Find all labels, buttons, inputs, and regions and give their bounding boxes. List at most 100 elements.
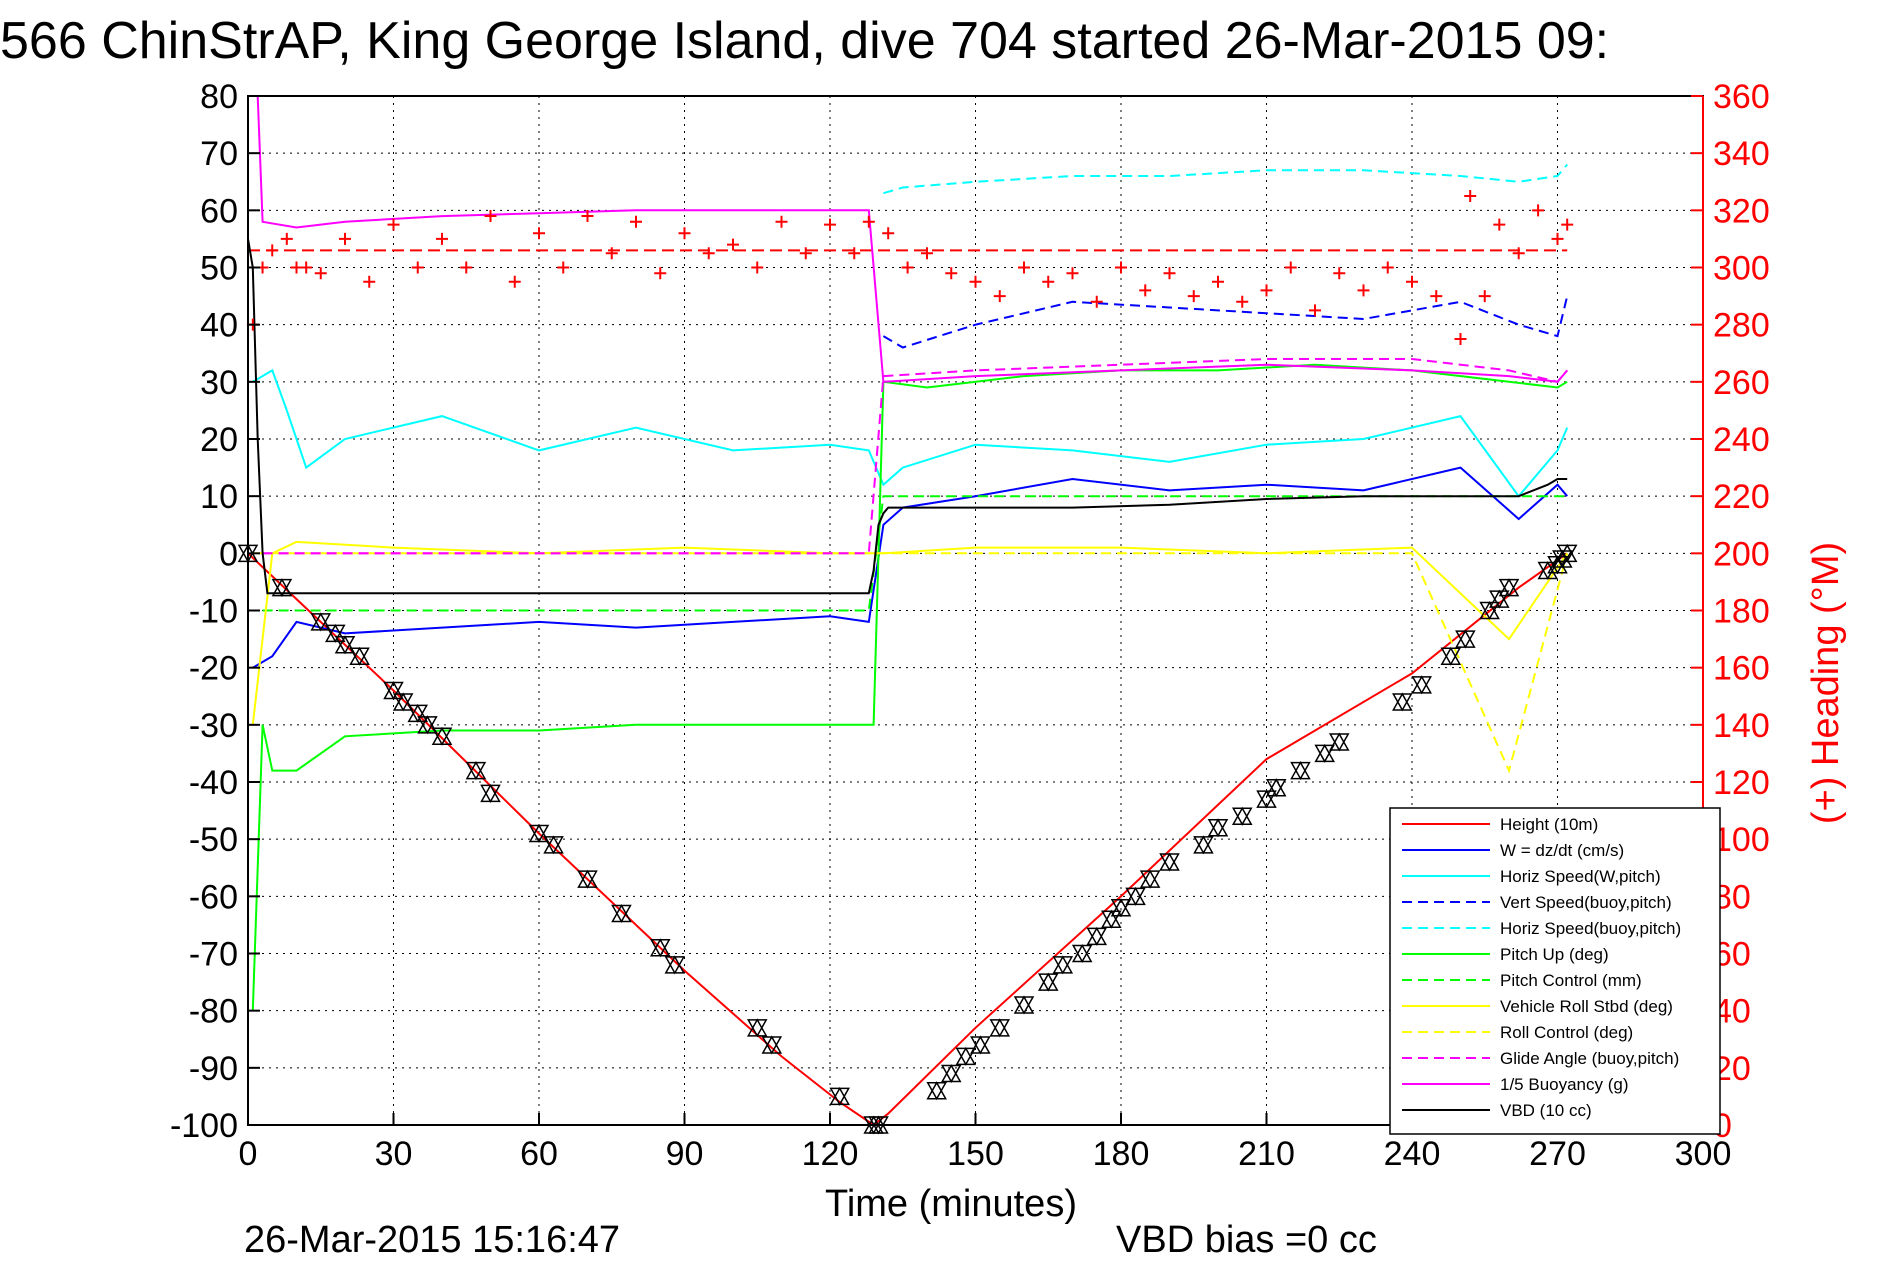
heading-point: [921, 247, 933, 260]
position-marker: [417, 715, 438, 735]
position-marker: [664, 955, 686, 975]
heading-point: [1139, 284, 1152, 297]
series-line-8: [252, 552, 1569, 774]
left-tick-label: 30: [200, 364, 238, 402]
chart-title: 566 ChinStrAP, King George Island, dive …: [0, 12, 1609, 70]
heading-point: [1260, 284, 1273, 297]
heading-point: [1561, 218, 1574, 231]
position-marker: [349, 646, 370, 666]
position-marker: [465, 761, 487, 781]
left-tick-label: -80: [189, 993, 238, 1031]
x-tick-label: 60: [520, 1135, 558, 1173]
right-tick-label: 300: [1713, 250, 1770, 288]
heading-point: [460, 261, 473, 274]
heading-point: [1333, 267, 1346, 280]
heading-point: [1090, 295, 1103, 308]
heading-point: [1115, 261, 1127, 274]
legend-label: VBD (10 cc): [1500, 1101, 1592, 1120]
heading-point: [533, 227, 545, 240]
series-line-10: [252, 95, 1568, 383]
heading-point: [901, 261, 914, 274]
heading-point: [1236, 295, 1249, 308]
position-marker: [1207, 818, 1229, 838]
heading-point: [1042, 275, 1055, 288]
position-marker: [1125, 886, 1146, 906]
heading-point: [508, 275, 521, 288]
legend-label: Roll Control (deg): [1500, 1023, 1633, 1042]
right-tick-label: 340: [1713, 135, 1770, 173]
heading-point: [605, 247, 618, 260]
x-tick-label: 150: [947, 1135, 1004, 1173]
legend: Height (10m) W = dz/dt (cm/s) Horiz Speed(…: [1389, 807, 1721, 1135]
heading-point: [1406, 275, 1418, 288]
position-marker: [325, 623, 346, 643]
right-tick-label: 160: [1713, 650, 1770, 688]
heading-point: [1551, 232, 1564, 245]
heading-point: [280, 232, 293, 245]
position-marker: [955, 1046, 977, 1066]
heading-point: [581, 210, 594, 223]
position-marker: [829, 1086, 850, 1106]
heading-point: [1066, 267, 1079, 280]
heading-point: [1284, 261, 1297, 274]
heading-point: [1381, 261, 1394, 274]
legend-label: Vehicle Roll Stbd (deg): [1500, 997, 1673, 1016]
left-tick-label: -10: [189, 593, 238, 631]
position-marker: [1110, 898, 1132, 918]
heading-point: [300, 261, 313, 274]
heading-point: [1163, 267, 1176, 280]
heading-point: [1309, 304, 1321, 317]
position-marker: [528, 823, 550, 843]
position-marker: [1556, 543, 1578, 563]
heading-point: [1478, 290, 1491, 303]
right-axis-label: (+) Heading (°M): [1805, 542, 1847, 824]
series-line-9: [262, 358, 1568, 555]
legend-label: Height (10m): [1500, 815, 1598, 834]
position-marker: [1489, 589, 1510, 609]
left-axis: 80 70 60 50 40 30 20 10 0 -10 -20 -30 -40 -50 -60 -70 -8…: [170, 78, 260, 1145]
position-marker: [1537, 560, 1559, 581]
position-markers: [237, 543, 1578, 1135]
heading-point: [436, 232, 448, 245]
heading-point: [848, 247, 861, 260]
left-tick-label: -90: [189, 1050, 238, 1088]
right-tick-label: 280: [1713, 307, 1770, 345]
right-tick-label: 100: [1713, 821, 1770, 859]
x-tick-label: 120: [802, 1135, 859, 1173]
heading-point: [630, 215, 642, 228]
legend-label: W = dz/dt (cm/s): [1500, 841, 1624, 860]
series-line-1: [252, 466, 1568, 669]
left-tick-label: 60: [200, 192, 238, 230]
position-marker: [1086, 926, 1108, 946]
x-tick-label: 210: [1238, 1135, 1295, 1173]
heading-point: [363, 275, 376, 288]
position-marker: [1265, 778, 1287, 798]
left-tick-label: -30: [189, 707, 238, 745]
heading-point: [702, 247, 715, 260]
position-marker: [543, 835, 564, 855]
right-tick-label: 120: [1713, 764, 1770, 802]
left-tick-label: 50: [200, 250, 238, 288]
position-marker: [577, 869, 598, 889]
legend-label: Pitch Control (mm): [1500, 971, 1642, 990]
heading-markers: [246, 190, 1574, 345]
position-marker: [1392, 692, 1413, 712]
heading-point: [969, 275, 982, 288]
left-tick-label: 70: [200, 135, 238, 173]
position-marker: [940, 1064, 962, 1084]
heading-point: [882, 227, 895, 240]
position-marker: [271, 578, 293, 598]
right-tick-label: 260: [1713, 364, 1770, 402]
position-marker: [926, 1081, 947, 1101]
position-marker: [970, 1035, 991, 1055]
position-marker: [1455, 629, 1476, 649]
left-tick-label: 40: [200, 307, 238, 345]
position-marker: [1411, 675, 1432, 695]
right-tick-label: 360: [1713, 78, 1770, 116]
left-tick-label: -40: [189, 764, 238, 802]
heading-point: [751, 261, 764, 274]
left-tick-label: 10: [200, 478, 238, 516]
left-tick-label: -60: [189, 878, 238, 916]
position-marker: [1290, 761, 1311, 781]
